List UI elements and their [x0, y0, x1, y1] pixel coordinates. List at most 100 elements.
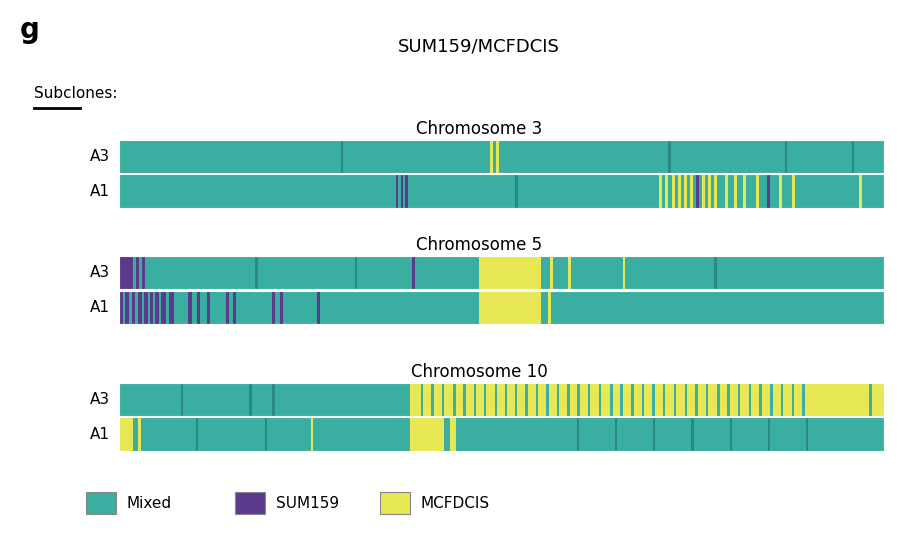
- Bar: [777, 174, 781, 208]
- Bar: [713, 256, 716, 289]
- Bar: [119, 174, 883, 208]
- Bar: [665, 174, 667, 208]
- Bar: [119, 417, 883, 451]
- Bar: [549, 256, 553, 289]
- Bar: [409, 383, 883, 416]
- Bar: [535, 383, 538, 416]
- Bar: [400, 174, 403, 208]
- Bar: [226, 291, 229, 324]
- Bar: [653, 417, 655, 451]
- Bar: [524, 383, 527, 416]
- Bar: [713, 174, 717, 208]
- Bar: [727, 383, 729, 416]
- Bar: [412, 256, 414, 289]
- Bar: [689, 174, 693, 208]
- Bar: [272, 291, 275, 324]
- Bar: [547, 291, 550, 324]
- Bar: [442, 383, 444, 416]
- Bar: [479, 291, 541, 324]
- Bar: [515, 174, 517, 208]
- Bar: [724, 174, 727, 208]
- Bar: [119, 417, 883, 451]
- Bar: [748, 383, 750, 416]
- Text: Chromosome 3: Chromosome 3: [415, 120, 542, 138]
- Bar: [677, 174, 680, 208]
- Bar: [622, 256, 624, 289]
- Bar: [137, 291, 142, 324]
- Bar: [667, 140, 670, 173]
- Bar: [119, 256, 133, 289]
- Bar: [684, 383, 686, 416]
- Bar: [431, 383, 433, 416]
- Bar: [588, 383, 590, 416]
- Bar: [805, 417, 807, 451]
- Bar: [619, 383, 623, 416]
- Bar: [767, 417, 769, 451]
- Bar: [396, 174, 398, 208]
- Bar: [119, 174, 883, 208]
- Bar: [496, 140, 498, 173]
- Bar: [340, 140, 342, 173]
- Bar: [188, 291, 191, 324]
- Bar: [598, 383, 600, 416]
- Bar: [671, 174, 674, 208]
- Bar: [705, 383, 707, 416]
- Text: A1: A1: [90, 184, 110, 199]
- Text: Chromosome 10: Chromosome 10: [410, 363, 547, 381]
- Bar: [742, 174, 746, 208]
- Bar: [196, 417, 198, 451]
- Bar: [614, 417, 617, 451]
- Bar: [504, 383, 507, 416]
- Bar: [784, 140, 787, 173]
- Bar: [136, 256, 139, 289]
- Bar: [449, 417, 455, 451]
- Bar: [858, 174, 861, 208]
- Bar: [577, 383, 579, 416]
- Bar: [769, 383, 772, 416]
- Bar: [673, 383, 675, 416]
- Bar: [233, 291, 236, 324]
- Bar: [729, 417, 731, 451]
- Bar: [514, 383, 517, 416]
- Bar: [733, 174, 737, 208]
- Text: Chromosome 5: Chromosome 5: [415, 236, 542, 254]
- Bar: [801, 383, 805, 416]
- Bar: [119, 291, 123, 324]
- Bar: [484, 383, 486, 416]
- Bar: [181, 383, 182, 416]
- Bar: [355, 256, 357, 289]
- Bar: [119, 174, 883, 208]
- Bar: [119, 417, 133, 451]
- Bar: [767, 174, 769, 208]
- Bar: [479, 256, 541, 289]
- Bar: [474, 383, 476, 416]
- Bar: [641, 383, 643, 416]
- Bar: [609, 383, 612, 416]
- Bar: [119, 256, 883, 289]
- Bar: [144, 291, 147, 324]
- Bar: [707, 174, 711, 208]
- Bar: [780, 383, 782, 416]
- Bar: [463, 383, 465, 416]
- Bar: [405, 174, 407, 208]
- Bar: [137, 417, 141, 451]
- Bar: [280, 291, 283, 324]
- Bar: [196, 291, 200, 324]
- Bar: [126, 291, 129, 324]
- Bar: [249, 383, 251, 416]
- Bar: [119, 383, 883, 416]
- Bar: [119, 291, 883, 324]
- Bar: [759, 383, 761, 416]
- Text: Subclones:: Subclones:: [34, 86, 117, 102]
- Text: g: g: [20, 16, 40, 44]
- Text: MCFDCIS: MCFDCIS: [420, 496, 489, 511]
- Bar: [452, 383, 455, 416]
- Bar: [119, 140, 883, 173]
- Bar: [256, 256, 257, 289]
- Bar: [119, 417, 883, 451]
- Bar: [311, 417, 312, 451]
- Bar: [737, 383, 740, 416]
- Bar: [568, 256, 571, 289]
- Bar: [663, 383, 665, 416]
- Bar: [489, 140, 493, 173]
